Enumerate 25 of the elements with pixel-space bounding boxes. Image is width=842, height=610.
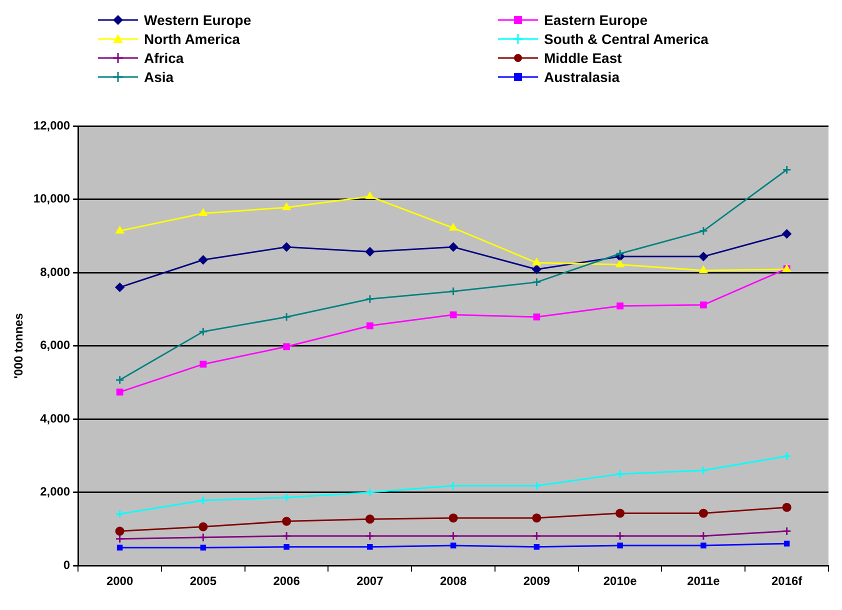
- x-tick-label: 2007: [356, 574, 384, 588]
- x-tick-label: 2010e: [603, 574, 638, 588]
- y-tick-label: 4,000: [40, 411, 70, 426]
- y-axis-title: '000 tonnes: [12, 312, 26, 379]
- legend-label: South & Central America: [544, 31, 708, 47]
- x-tick-label: 2000: [106, 574, 134, 588]
- legend-label: Eastern Europe: [544, 12, 648, 28]
- legend-label: Australasia: [544, 69, 620, 85]
- y-tick-label: 2,000: [40, 484, 70, 499]
- x-tick-label: 2011e: [687, 574, 720, 588]
- x-tick-label: 2008: [440, 574, 467, 588]
- x-tick-label: 2016f: [771, 574, 804, 588]
- legend-label: Asia: [144, 69, 174, 85]
- legend-label: Africa: [144, 50, 184, 66]
- y-tick-label: 10,000: [33, 192, 70, 206]
- y-tick-label: 0: [63, 558, 70, 572]
- y-tick-label: 6,000: [40, 338, 70, 352]
- x-tick-label: 2009: [523, 574, 550, 588]
- legend-label: North America: [144, 31, 240, 47]
- legend-label: Western Europe: [144, 12, 252, 28]
- legend-label: Middle East: [544, 50, 622, 66]
- y-tick-label: 8,000: [40, 264, 70, 279]
- x-tick-label: 2006: [273, 574, 300, 588]
- x-tick-label: 2005: [190, 574, 217, 588]
- y-tick-label: 12,000: [33, 118, 70, 133]
